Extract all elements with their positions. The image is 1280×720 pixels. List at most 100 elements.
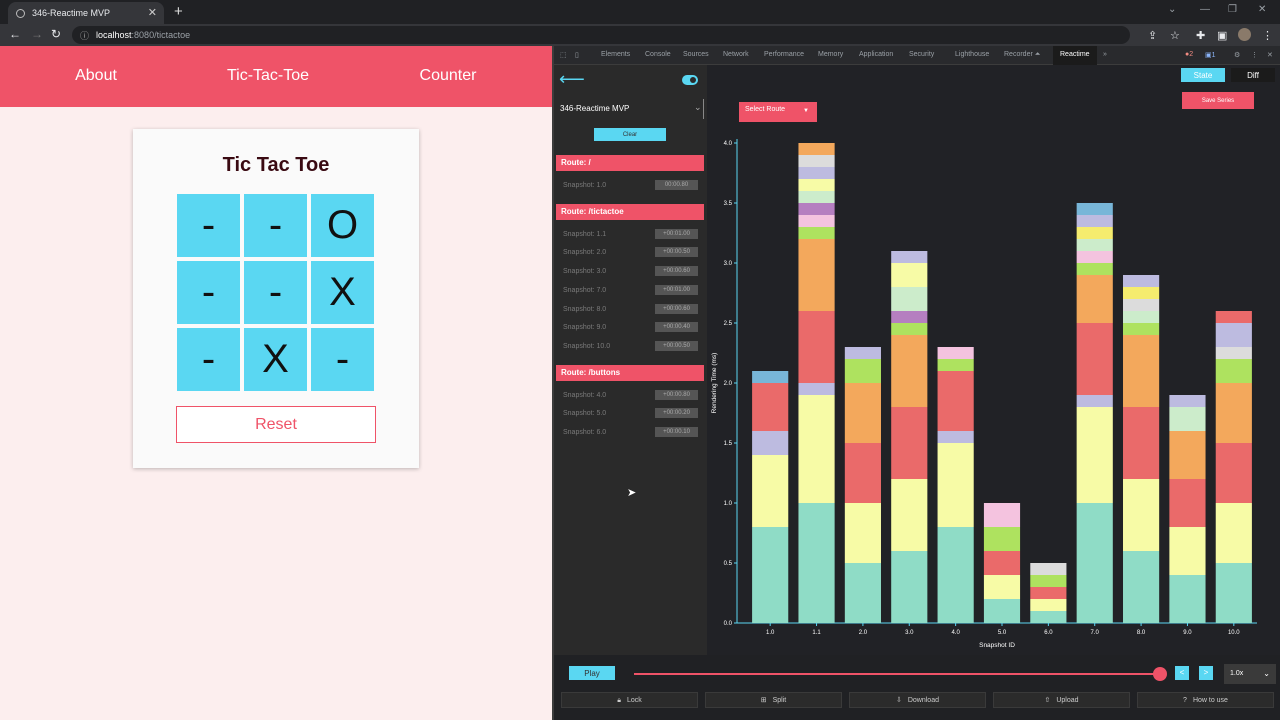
bar-segment [798, 155, 835, 167]
tab-elements[interactable]: Elements [601, 51, 631, 58]
split-icon: ⊞ [760, 697, 767, 704]
board-cell-6[interactable]: - [177, 328, 240, 391]
board-cell-4[interactable]: - [244, 261, 307, 324]
restore-icon[interactable]: ❐ [1228, 4, 1237, 15]
snapshot-item[interactable]: Snapshot: 4.0 [563, 391, 607, 399]
nav-counter[interactable]: Counter [419, 67, 477, 84]
reactime-root: ⟵ 346-Reactime MVP ⌄ Clear Route: / Snaps… [554, 65, 1280, 720]
close-window-icon[interactable]: ✕ [1258, 4, 1267, 15]
sidepanel-icon[interactable]: ▣ [1217, 30, 1228, 42]
snapshot-item[interactable]: Snapshot: 5.0 [563, 410, 607, 418]
reload-icon[interactable]: ↻ [51, 27, 62, 41]
bar-segment [798, 383, 835, 395]
bar-segment [937, 359, 974, 371]
forward-icon[interactable]: → [31, 27, 43, 41]
snapshot-item[interactable]: Snapshot: 7.0 [563, 286, 607, 294]
browser-tab[interactable]: 346-Reactime MVP ✕ [8, 2, 164, 24]
app-select[interactable]: 346-Reactime MVP [554, 99, 704, 119]
close-tab-icon[interactable]: ✕ [147, 7, 157, 19]
state-button[interactable]: State [1181, 68, 1225, 82]
more-tabs-icon[interactable]: » [1103, 51, 1107, 58]
board-cell-5[interactable]: X [311, 261, 374, 324]
board-cell-2[interactable]: O [311, 194, 374, 257]
board-cell-1[interactable]: - [244, 194, 307, 257]
close-devtools-icon[interactable]: ✕ [1267, 52, 1273, 59]
tab-memory[interactable]: Memory [818, 51, 844, 58]
message-badge[interactable]: ▣1 [1205, 52, 1216, 59]
tab-application[interactable]: Application [859, 51, 894, 58]
snapshot-item[interactable]: Snapshot: 8.0 [563, 305, 607, 313]
device-icon[interactable]: ▯ [575, 52, 579, 59]
bar-segment [844, 503, 881, 563]
bar-segment [752, 371, 789, 383]
snapshot-item[interactable]: Snapshot: 2.0 [563, 249, 607, 257]
bar-segment [1169, 479, 1206, 527]
toolbar-upload-button[interactable]: ⇧ Upload [993, 692, 1130, 708]
bar-segment [798, 143, 835, 155]
reset-button[interactable]: Reset [176, 406, 376, 443]
bar-segment [798, 191, 835, 203]
board-cell-8[interactable]: - [311, 328, 374, 391]
tab-console[interactable]: Console [645, 51, 671, 58]
devtools-panel: ⬚ ▯ Elements Console Sources Network Per… [552, 46, 1280, 720]
tab-reactime[interactable]: Reactime [1053, 46, 1097, 65]
settings-gear-icon[interactable]: ⚙ [1234, 52, 1241, 59]
star-icon[interactable]: ☆ [1170, 30, 1180, 42]
step-forward-button[interactable]: > [1199, 666, 1213, 680]
select-route-dropdown[interactable]: Select Route ▼ [739, 102, 817, 122]
bar-segment [1123, 311, 1160, 323]
toolbar-label: Lock [626, 697, 642, 704]
tab-network[interactable]: Network [723, 51, 749, 58]
board-cell-0[interactable]: - [177, 194, 240, 257]
url-field[interactable]: ⓘ localhost :8080/tictactoe [72, 26, 1130, 44]
share-icon[interactable]: ⇪ [1148, 30, 1158, 42]
tab-security[interactable]: Security [909, 51, 935, 58]
back-icon[interactable]: ← [9, 27, 21, 41]
step-back-button[interactable]: < [1175, 666, 1189, 680]
snapshot-item[interactable]: Snapshot: 1.1 [563, 230, 607, 238]
info-icon[interactable]: ⓘ [80, 30, 90, 41]
snapshot-item[interactable]: Snapshot: 6.0 [563, 429, 607, 436]
save-series-button[interactable]: Save Series [1182, 92, 1254, 109]
menu-icon[interactable]: ⋮ [1262, 30, 1273, 42]
extensions-icon[interactable]: ✚ [1196, 30, 1206, 42]
toolbar-how-to-use-button[interactable]: ? How to use [1137, 692, 1274, 708]
browser-tabstrip: 346-Reactime MVP ✕ + ⌄ — ❐ ✕ [0, 0, 1280, 24]
tab-lighthouse[interactable]: Lighthouse [955, 51, 990, 58]
chevron-down-icon[interactable]: ⌄ [1168, 4, 1177, 15]
snapshot-item[interactable]: Snapshot: 3.0 [563, 268, 607, 276]
clear-button[interactable]: Clear [594, 128, 666, 141]
tab-sources[interactable]: Sources [683, 51, 709, 58]
speed-select[interactable]: 1.0x ⌄ [1224, 664, 1276, 684]
play-button[interactable]: Play [569, 666, 615, 680]
diff-button[interactable]: Diff [1231, 68, 1275, 82]
avatar[interactable] [1238, 28, 1251, 41]
board-cell-3[interactable]: - [177, 261, 240, 324]
toolbar-label: How to use [1192, 697, 1228, 704]
arrow-left-icon[interactable]: ⟵ [559, 69, 585, 89]
chevron-down-icon[interactable]: ⌄ [694, 102, 702, 112]
timeline-slider-handle[interactable] [1153, 667, 1167, 681]
bar-segment [1076, 215, 1113, 227]
toolbar-split-button[interactable]: ⊞ Split [705, 692, 842, 708]
nav-about[interactable]: About [75, 67, 117, 84]
inspect-icon[interactable]: ⬚ [560, 52, 567, 59]
error-badge[interactable]: ●2 [1185, 51, 1194, 58]
board-cell-7[interactable]: X [244, 328, 307, 391]
nav-tictactoe[interactable]: Tic-Tac-Toe [226, 67, 310, 84]
toggle-switch[interactable] [682, 75, 698, 85]
snapshot-duration: +00:00.80 [655, 389, 698, 400]
new-tab-icon[interactable]: + [174, 3, 183, 20]
snapshot-item[interactable]: Snapshot: 1.0 [563, 182, 607, 189]
toolbar-lock-button[interactable]: 🔒︎ Lock [561, 692, 698, 708]
toolbar-download-button[interactable]: ⇩ Download [849, 692, 986, 708]
devtools-menu-icon[interactable]: ⋮ [1251, 52, 1258, 59]
snapshot-item[interactable]: Snapshot: 9.0 [563, 324, 607, 332]
timeline-slider[interactable] [634, 673, 1161, 675]
upload-icon: ⇧ [1044, 697, 1051, 704]
caret-down-icon: ▼ [803, 108, 809, 114]
snapshot-item[interactable]: Snapshot: 10.0 [563, 342, 611, 350]
minimize-icon[interactable]: — [1200, 4, 1210, 15]
tab-recorder[interactable]: Recorder ⏶ [1004, 51, 1041, 58]
tab-performance[interactable]: Performance [764, 51, 805, 58]
